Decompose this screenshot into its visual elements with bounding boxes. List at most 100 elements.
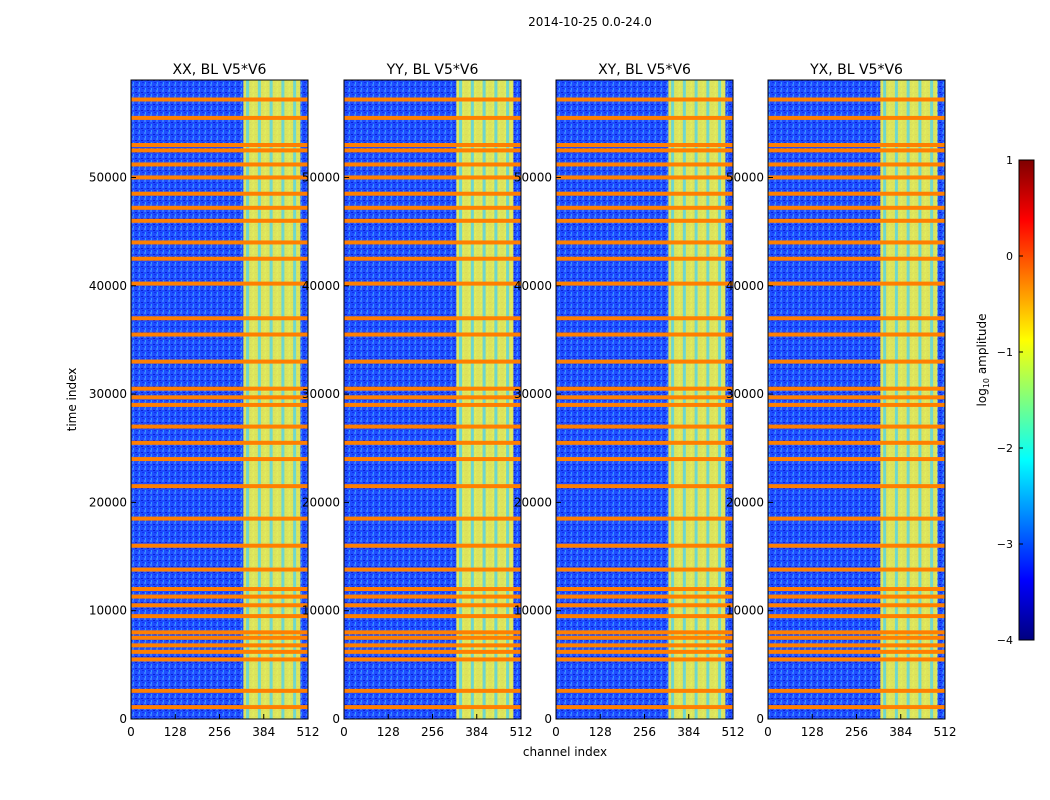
rfi-row bbox=[131, 630, 308, 635]
heatmap-panel-3: XY, BL V5*V6 0 128 256 384 512 0 10000 20000 3000… bbox=[514, 62, 745, 739]
rfi-row bbox=[344, 635, 521, 640]
rfi-row bbox=[131, 635, 308, 640]
y-tick-label: 30000 bbox=[726, 387, 764, 401]
rfi-row bbox=[768, 142, 945, 147]
heatmap-panel-1: XX, BL V5*V6 0 128 256 384 512 0 10000 20000 3000… bbox=[65, 62, 319, 739]
x-tick-label: 128 bbox=[589, 725, 612, 739]
y-tick-label: 10000 bbox=[726, 604, 764, 618]
rfi-row bbox=[131, 162, 308, 167]
rfi-row bbox=[768, 240, 945, 245]
y-tick-label: 20000 bbox=[726, 495, 764, 509]
rfi-row bbox=[131, 148, 308, 153]
rfi-row bbox=[131, 97, 308, 102]
x-tick-label: 384 bbox=[465, 725, 488, 739]
rfi-row bbox=[131, 240, 308, 245]
panel-title: XY, BL V5*V6 bbox=[598, 62, 691, 78]
rfi-row bbox=[768, 649, 945, 654]
rfi-row bbox=[344, 395, 521, 400]
rfi-row bbox=[556, 148, 733, 153]
rfi-row bbox=[768, 191, 945, 196]
y-tick-label: 10000 bbox=[302, 604, 340, 618]
rfi-row bbox=[344, 142, 521, 147]
rfi-row bbox=[768, 643, 945, 648]
rfi-row bbox=[556, 191, 733, 196]
y-tick-label: 0 bbox=[544, 712, 552, 726]
rfi-row bbox=[131, 614, 308, 619]
x-tick-label: 0 bbox=[552, 725, 560, 739]
rfi-row bbox=[131, 705, 308, 710]
rfi-row bbox=[556, 386, 733, 391]
rfi-row bbox=[768, 162, 945, 167]
rfi-row bbox=[131, 440, 308, 445]
rfi-row bbox=[556, 205, 733, 210]
rfi-row bbox=[344, 603, 521, 608]
rfi-row bbox=[556, 316, 733, 321]
rfi-row bbox=[768, 516, 945, 521]
rfi-row bbox=[344, 543, 521, 548]
y-tick-label: 0 bbox=[119, 712, 127, 726]
y-tick-label: 30000 bbox=[302, 387, 340, 401]
rfi-row bbox=[768, 440, 945, 445]
band-stripe bbox=[269, 80, 273, 719]
rfi-row bbox=[556, 359, 733, 364]
x-tick-label: 0 bbox=[127, 725, 135, 739]
rfi-row bbox=[131, 649, 308, 654]
rfi-row bbox=[768, 603, 945, 608]
rfi-row bbox=[344, 657, 521, 662]
rfi-row bbox=[556, 424, 733, 429]
rfi-row bbox=[344, 316, 521, 321]
rfi-row bbox=[556, 484, 733, 489]
x-tick-label: 128 bbox=[164, 725, 187, 739]
y-tick-label: 10000 bbox=[514, 604, 552, 618]
rfi-row bbox=[768, 587, 945, 592]
rfi-row bbox=[131, 594, 308, 599]
panel-title: YY, BL V5*V6 bbox=[386, 62, 479, 78]
band-stripe bbox=[918, 80, 922, 719]
rfi-row bbox=[131, 191, 308, 196]
y-tick-label: 50000 bbox=[514, 170, 552, 184]
rfi-row bbox=[344, 218, 521, 223]
rfi-row bbox=[768, 386, 945, 391]
rfi-row bbox=[768, 657, 945, 662]
colorbar-tick-label: 1 bbox=[1006, 154, 1013, 167]
rfi-row bbox=[768, 395, 945, 400]
rfi-row bbox=[344, 594, 521, 599]
rfi-row bbox=[556, 630, 733, 635]
x-axis-label: channel index bbox=[523, 745, 607, 759]
x-tick-label: 384 bbox=[889, 725, 912, 739]
rfi-row bbox=[768, 402, 945, 407]
rfi-row bbox=[768, 218, 945, 223]
rfi-row bbox=[344, 457, 521, 462]
band-stripe bbox=[706, 80, 710, 719]
rfi-row bbox=[768, 424, 945, 429]
y-tick-label: 20000 bbox=[89, 495, 127, 509]
rfi-row bbox=[768, 484, 945, 489]
band-stripe bbox=[506, 80, 510, 719]
rfi-row bbox=[556, 614, 733, 619]
panel-title: YX, BL V5*V6 bbox=[809, 62, 903, 78]
rfi-row bbox=[768, 630, 945, 635]
rfi-row bbox=[556, 256, 733, 261]
rfi-row bbox=[768, 97, 945, 102]
rfi-row bbox=[768, 205, 945, 210]
band-stripe bbox=[257, 80, 261, 719]
rfi-row bbox=[344, 614, 521, 619]
rfi-row bbox=[131, 424, 308, 429]
rfi-row bbox=[556, 218, 733, 223]
band-stripe bbox=[494, 80, 498, 719]
rfi-row bbox=[768, 316, 945, 321]
rfi-row bbox=[768, 594, 945, 599]
rfi-row bbox=[556, 649, 733, 654]
x-tick-label: 384 bbox=[677, 725, 700, 739]
rfi-row bbox=[556, 97, 733, 102]
rfi-row bbox=[131, 587, 308, 592]
rfi-row bbox=[768, 332, 945, 337]
band-stripe bbox=[682, 80, 686, 719]
colorbar-tick-label: −4 bbox=[997, 634, 1013, 647]
band-stripe bbox=[459, 80, 463, 719]
rfi-row bbox=[344, 567, 521, 572]
rfi-row bbox=[768, 688, 945, 693]
rfi-row bbox=[131, 359, 308, 364]
rfi-row bbox=[768, 115, 945, 120]
rfi-row bbox=[768, 614, 945, 619]
